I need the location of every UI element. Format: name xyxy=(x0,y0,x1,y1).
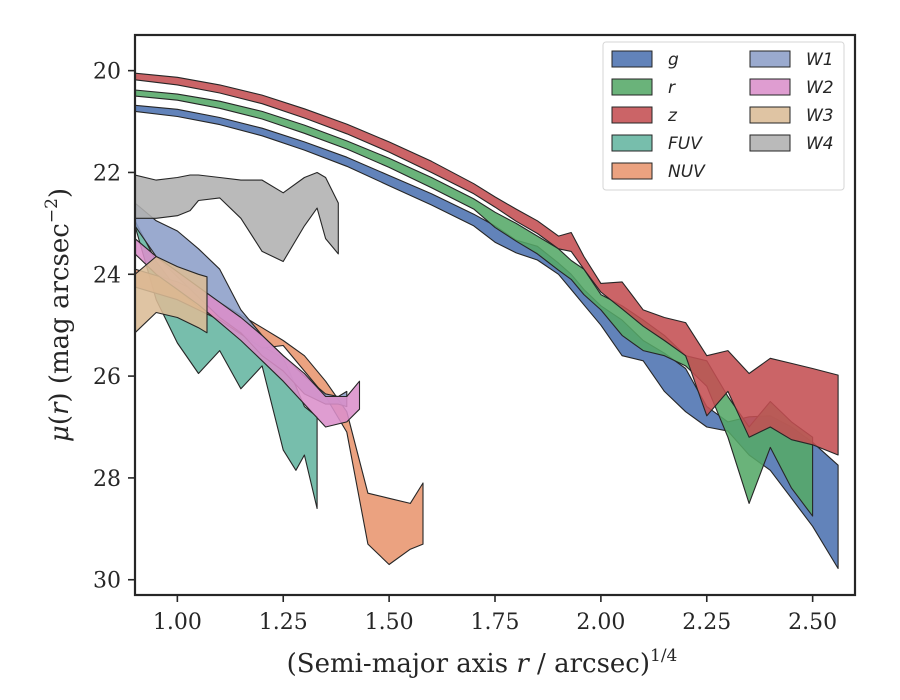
y-tick-label: 26 xyxy=(93,365,121,390)
legend-swatch-w1 xyxy=(749,50,791,68)
x-tick-label: 1.50 xyxy=(365,610,414,635)
legend-swatch-fuv xyxy=(611,134,653,152)
x-axis-label: (Semi-major axis r / arcsec)1/4 xyxy=(287,646,678,679)
legend-swatch-w4 xyxy=(749,134,791,152)
legend-label-z: z xyxy=(667,106,678,126)
legend: grz FUV NUV W1 W2 W3 W4 xyxy=(602,41,845,191)
legend-label-w3: W3 xyxy=(806,106,834,126)
x-tick-label: 2.00 xyxy=(576,610,625,635)
legend-label-g: g xyxy=(668,50,679,70)
x-tick-label: 1.00 xyxy=(153,610,202,635)
x-tick-label: 2.25 xyxy=(682,610,731,635)
x-tick-label: 2.50 xyxy=(788,610,837,635)
legend-label-w2: W2 xyxy=(806,78,834,98)
band-w3 xyxy=(135,255,208,334)
y-tick-label: 28 xyxy=(93,467,121,492)
legend-label-r: r xyxy=(668,78,676,98)
legend-swatch-w2 xyxy=(749,78,791,96)
band-z xyxy=(135,72,839,456)
y-tick-label: 24 xyxy=(93,263,121,288)
legend-swatch-g xyxy=(611,50,653,68)
legend-swatch-z xyxy=(611,106,653,124)
y-tick-label: 20 xyxy=(93,60,121,85)
y-tick-label: 22 xyxy=(93,161,121,186)
legend-label-w4: W4 xyxy=(806,134,834,154)
legend-swatch-w3 xyxy=(749,106,791,124)
legend-label-fuv: FUV xyxy=(668,134,703,154)
y-axis: 20 22 24 26 28 30 xyxy=(93,60,135,594)
y-tick-label: 30 xyxy=(93,569,121,594)
x-tick-label: 1.75 xyxy=(471,610,520,635)
band-r xyxy=(135,89,814,517)
legend-label-w1: W1 xyxy=(806,50,834,70)
series-bands xyxy=(135,72,839,570)
x-tick-label: 1.25 xyxy=(259,610,308,635)
legend-label-nuv: NUV xyxy=(668,162,706,182)
band-w4 xyxy=(135,171,339,263)
legend-swatch-nuv xyxy=(611,162,653,180)
legend-swatch-r xyxy=(611,78,653,96)
y-axis-label: μ(r) (mag arcsec−2) xyxy=(42,188,75,442)
x-axis: 1.00 1.25 1.50 1.75 2.00 2.25 2.50 xyxy=(153,595,837,635)
